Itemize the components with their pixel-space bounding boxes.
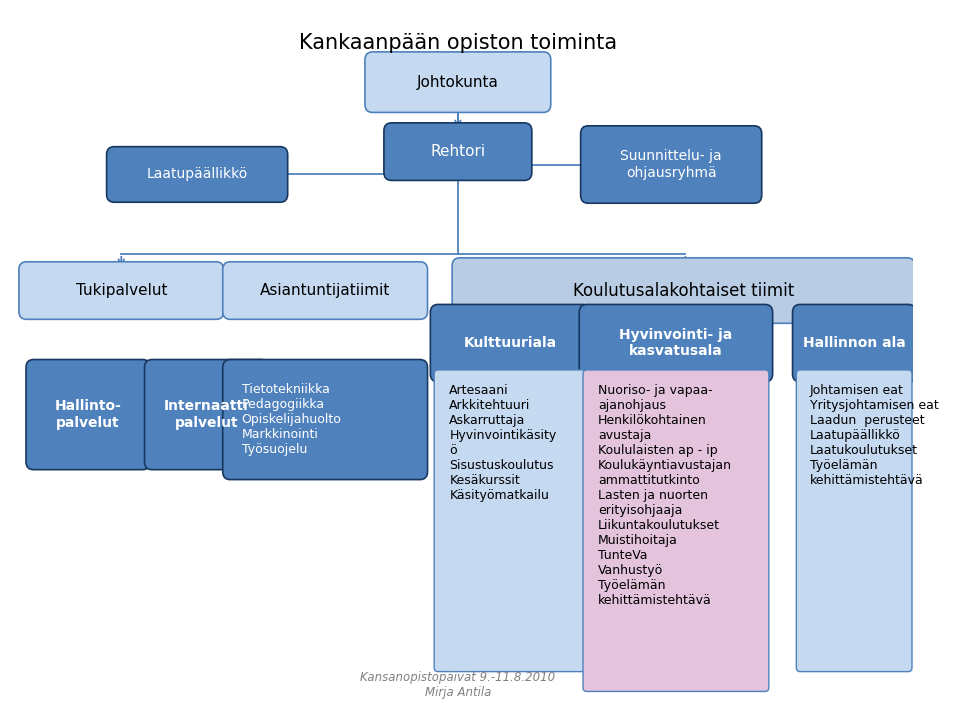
Text: Tukipalvelut: Tukipalvelut <box>76 283 167 298</box>
Text: Koulutusalakohtaiset tiimit: Koulutusalakohtaiset tiimit <box>573 281 794 299</box>
Text: Kulttuuriala: Kulttuuriala <box>464 336 557 350</box>
Text: Hallinto-
palvelut: Hallinto- palvelut <box>55 399 122 430</box>
Text: Hallinnon ala: Hallinnon ala <box>803 336 905 350</box>
FancyBboxPatch shape <box>430 304 589 382</box>
Text: Kankaanpään opiston toiminta: Kankaanpään opiston toiminta <box>299 33 617 52</box>
FancyBboxPatch shape <box>145 360 269 470</box>
Text: Johtokunta: Johtokunta <box>417 75 499 90</box>
FancyBboxPatch shape <box>581 126 761 203</box>
FancyBboxPatch shape <box>793 304 916 382</box>
FancyBboxPatch shape <box>107 146 288 202</box>
FancyBboxPatch shape <box>223 360 427 480</box>
Text: Hyvinvointi- ja
kasvatusala: Hyvinvointi- ja kasvatusala <box>619 328 732 358</box>
Text: Asiantuntijatiimit: Asiantuntijatiimit <box>260 283 391 298</box>
FancyBboxPatch shape <box>223 262 427 319</box>
FancyBboxPatch shape <box>26 360 150 470</box>
Text: Nuoriso- ja vapaa-
ajanohjaus
Henkilökohtainen
avustaja
Koululaisten ap - ip
Kou: Nuoriso- ja vapaa- ajanohjaus Henkilökoh… <box>598 384 732 607</box>
FancyBboxPatch shape <box>384 123 532 181</box>
FancyBboxPatch shape <box>579 304 773 382</box>
Text: Suunnittelu- ja
ohjausryhmä: Suunnittelu- ja ohjausryhmä <box>620 149 722 180</box>
Text: Tietotekniikka
Pedagogiikka
Opiskelijahuolto
Markkinointi
Työsuojelu: Tietotekniikka Pedagogiikka Opiskelijahu… <box>242 383 342 456</box>
FancyBboxPatch shape <box>19 262 224 319</box>
FancyBboxPatch shape <box>452 258 915 323</box>
Text: Laatupäällikkö: Laatupäällikkö <box>147 167 248 181</box>
FancyBboxPatch shape <box>365 52 551 112</box>
Text: Kansanopistopäivät 9.-11.8.2010
Mirja Antila: Kansanopistopäivät 9.-11.8.2010 Mirja An… <box>360 671 556 698</box>
FancyBboxPatch shape <box>797 370 912 671</box>
FancyBboxPatch shape <box>583 370 769 692</box>
Text: Johtamisen eat
Yritysjohtamisen eat
Laadun  perusteet
Laatupäällikkö
Laatukoulut: Johtamisen eat Yritysjohtamisen eat Laad… <box>809 384 938 486</box>
Text: Artesaani
Arkkitehtuuri
Askarruttaja
Hyvinvointikäsity
ö
Sisustuskoulutus
Kesäku: Artesaani Arkkitehtuuri Askarruttaja Hyv… <box>449 384 557 502</box>
Text: Rehtori: Rehtori <box>430 144 486 159</box>
FancyBboxPatch shape <box>434 370 586 671</box>
Text: Internaatti
palvelut: Internaatti palvelut <box>164 399 249 430</box>
